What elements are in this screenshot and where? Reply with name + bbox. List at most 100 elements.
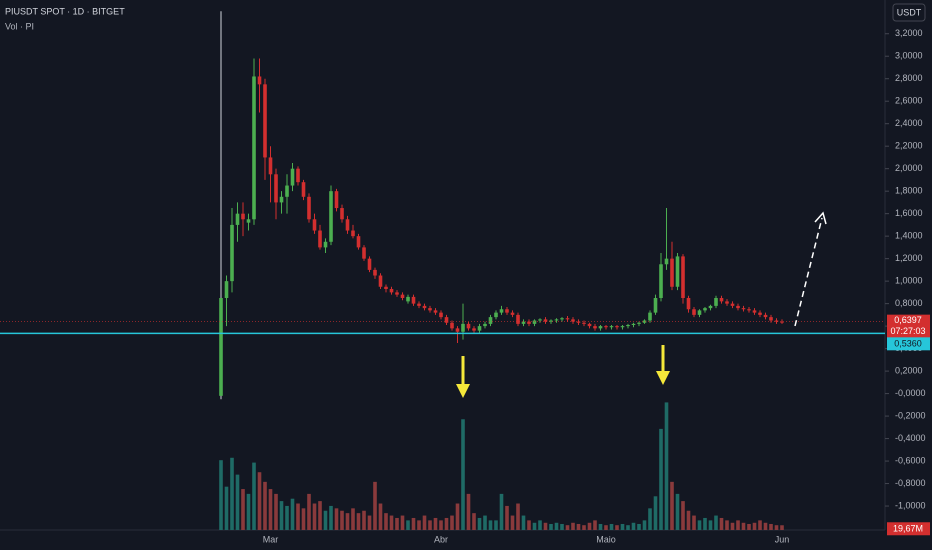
candle-body — [263, 84, 267, 158]
volume-bar — [230, 457, 234, 530]
volume-bar — [444, 517, 449, 530]
candle-body — [312, 219, 317, 231]
volume-bar — [664, 402, 669, 530]
volume-bar — [329, 505, 333, 530]
currency-box[interactable] — [892, 3, 926, 22]
volume-bar — [318, 501, 322, 530]
volume-bar — [301, 508, 306, 530]
y-tick-label: -0,6000 — [895, 455, 926, 465]
candle-body — [274, 174, 278, 203]
candle-body — [692, 309, 696, 315]
y-tick-label: -0,8000 — [895, 478, 926, 488]
candle-body — [543, 319, 548, 322]
candle-body — [428, 308, 432, 311]
volume-label: 19,67M — [893, 524, 923, 534]
candle-body — [257, 76, 262, 85]
y-tick-label: 1,8000 — [895, 186, 923, 196]
volume-bar — [725, 520, 729, 530]
candle-body — [219, 298, 223, 396]
volume-bar — [334, 508, 339, 530]
volume-bar — [560, 523, 564, 530]
candle-body — [411, 296, 416, 304]
candle-body — [224, 281, 229, 299]
volume-bar — [246, 493, 251, 530]
candle-body — [697, 310, 702, 315]
volume-bar — [483, 515, 487, 530]
volume-bar — [626, 525, 630, 530]
volume-bar — [747, 523, 751, 530]
volume-bar — [708, 520, 713, 530]
candle-body — [604, 326, 608, 328]
candle-body — [494, 312, 498, 318]
candle-body — [527, 321, 531, 324]
y-tick-label: -1,0000 — [895, 500, 926, 510]
y-tick-label: 1,6000 — [895, 208, 923, 218]
volume-bar — [384, 513, 388, 530]
candle-body — [648, 312, 652, 321]
candle-body — [279, 196, 284, 203]
annotation-arrows — [456, 211, 827, 398]
candle-body — [444, 317, 449, 323]
volume-bar — [455, 503, 460, 530]
volume-bar — [554, 522, 559, 530]
volume-bar — [411, 517, 416, 530]
volume-bar — [642, 520, 647, 530]
candle-body — [351, 230, 355, 237]
volume-bar — [356, 513, 361, 530]
volume-bar — [620, 523, 625, 530]
candle-body — [538, 319, 542, 321]
volume-bar — [312, 503, 317, 530]
volume-tag — [887, 522, 930, 536]
candle-body — [400, 294, 405, 299]
candle-body — [510, 312, 515, 315]
candle-body — [285, 185, 289, 197]
candle-body — [345, 219, 350, 231]
volume-bar — [681, 501, 685, 530]
volume-bar — [697, 520, 702, 530]
volume-bar — [450, 515, 454, 530]
x-tick-label: Mar — [263, 534, 279, 544]
volume-bar — [466, 493, 471, 530]
y-tick-label: 1,4000 — [895, 231, 923, 241]
candle-body — [615, 326, 619, 328]
volume-bar — [631, 522, 636, 530]
candle-body — [329, 191, 333, 242]
volume-bar — [527, 520, 531, 530]
volume-bar — [323, 510, 328, 530]
candle-body — [389, 289, 394, 293]
candle-body — [769, 317, 773, 321]
volume-bar — [719, 517, 724, 530]
volume-bar — [543, 522, 548, 530]
x-tick-label: Abr — [434, 534, 448, 544]
candle-body — [301, 182, 306, 197]
candle-body — [565, 318, 570, 320]
candle-body — [532, 320, 537, 324]
volume-bar — [587, 522, 592, 530]
y-tick-label: 2,6000 — [895, 96, 923, 106]
volume-bar — [609, 523, 614, 530]
candle-body — [307, 196, 311, 220]
last-price-tag — [887, 314, 930, 339]
volume-bar — [648, 508, 652, 530]
currency[interactable]: USDT — [897, 7, 922, 17]
candle-body — [758, 312, 762, 315]
volume-bar — [653, 496, 658, 530]
candle-body — [703, 308, 707, 311]
volume-bar — [389, 515, 394, 530]
candle-body — [631, 323, 636, 325]
candle-body — [477, 326, 482, 331]
candle-body — [642, 320, 647, 323]
last-price-label: 0,6397 — [894, 315, 922, 325]
candle-body — [670, 258, 674, 287]
candle-body — [516, 314, 520, 324]
candle-body — [373, 269, 377, 276]
y-tick-label: 2,2000 — [895, 141, 923, 151]
volume-bar — [373, 481, 377, 530]
candle-body — [741, 308, 746, 310]
volume-bar — [763, 522, 768, 530]
volume-bar — [741, 522, 746, 530]
volume-bar — [516, 503, 520, 530]
candle-body — [246, 219, 251, 223]
volume-bar — [477, 517, 482, 530]
y-tick-label: -0,4000 — [895, 433, 926, 443]
